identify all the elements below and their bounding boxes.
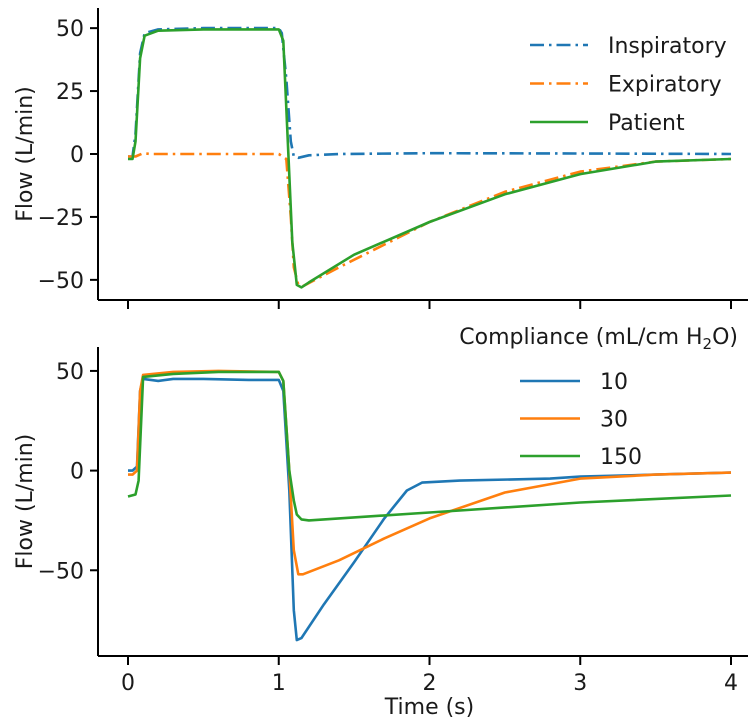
x-tick-label: 4 (724, 671, 738, 696)
legend-label: Expiratory (608, 73, 722, 98)
x-tick-label: 3 (573, 671, 587, 696)
series-line-patient (128, 28, 732, 289)
series-line-30 (128, 369, 732, 576)
series-line-150 (127, 370, 732, 522)
x-tick-label: 2 (423, 671, 437, 696)
y-tick-label: 50 (56, 360, 84, 385)
y-tick-label: −25 (38, 206, 84, 231)
legend: Compliance (mL/cm H2O) 10 30 150 (459, 325, 738, 470)
x-tick-label: 0 (121, 671, 135, 696)
panel-top: 50 25 0 −25 −50 Flow (L/min) Inspiratory Expira… (13, 8, 748, 309)
legend-label: 150 (600, 445, 642, 470)
y-tick-label: −50 (38, 269, 84, 294)
y-axis-label: Flow (L/min) (13, 86, 38, 222)
legend-title: Compliance (mL/cm H2O) (459, 325, 738, 353)
y-tick-label: 0 (70, 143, 84, 168)
x-axis-label: Time (s) (384, 695, 474, 717)
panel-bottom: 50 0 −50 0 1 2 3 4 Flow (L/min) Time (s) Complianc… (13, 325, 748, 717)
series-line-10 (128, 377, 732, 642)
series-line-expiratory (128, 151, 732, 288)
legend-label: 30 (600, 408, 628, 433)
y-axis-label: Flow (L/min) (13, 434, 38, 570)
legend-label: Inspiratory (608, 34, 727, 59)
legend-label: Patient (608, 111, 685, 136)
y-tick-label: 25 (56, 80, 84, 105)
x-tick-label: 1 (272, 671, 286, 696)
y-tick-label: 0 (70, 460, 84, 485)
legend-label: 10 (600, 370, 628, 395)
y-tick-label: −50 (38, 559, 84, 584)
y-tick-label: 50 (56, 17, 84, 42)
legend: Inspiratory Expiratory Patient (530, 34, 727, 136)
